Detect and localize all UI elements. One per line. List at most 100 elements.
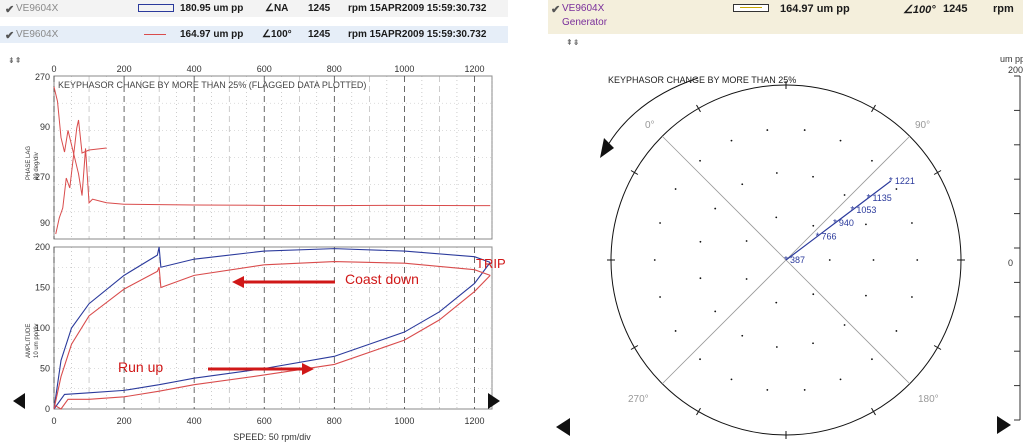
polar-tick: [696, 104, 701, 113]
polar-ring-dot: [911, 222, 913, 224]
phase-tick-label: 90: [40, 218, 50, 228]
amp-tick-label: 100: [35, 323, 50, 333]
polar-ring-dot: [745, 240, 748, 242]
phase-annotation: KEYPHASOR CHANGE BY MORE THAN 25% (FLAGG…: [58, 80, 366, 90]
left-header-row-2[interactable]: ✔ VE9604X 164.97 um pp ∠100° 1245 rpm 15…: [0, 26, 508, 43]
polar-ring-dot: [812, 175, 814, 178]
run-up-label: Run up: [118, 359, 163, 375]
scroll-right-arrow[interactable]: [488, 393, 500, 409]
trip-label: TRIP: [476, 256, 506, 271]
polar-ring-dot: [699, 159, 701, 162]
polar-tick: [871, 104, 876, 113]
x-tick-label-bottom: 1000: [394, 416, 414, 426]
x-tick-label-top: 800: [327, 64, 342, 74]
polar-ring-dot: [865, 223, 867, 226]
polar-ring-dot: [839, 139, 842, 142]
x-tick-label-bottom: 0: [51, 416, 56, 426]
legend-swatch-blue: [138, 4, 174, 12]
polar-ring-dot: [699, 277, 702, 280]
collapse-icon[interactable]: ⇟⇞: [8, 56, 22, 65]
phase-tick-label: 90: [40, 122, 50, 132]
phase-tick-label: 270: [35, 172, 50, 182]
polar-ring-dot: [699, 358, 701, 361]
polar-ring-dot: [803, 389, 806, 391]
polar-ring-dot: [916, 259, 919, 261]
polar-scroll-left-arrow[interactable]: [556, 418, 570, 436]
polar-tick: [933, 170, 942, 175]
angle-label-270: 270°: [628, 394, 649, 405]
phase-value: ∠NA: [265, 3, 289, 14]
right-header-row[interactable]: ✔ VE9604X Generator 164.97 um pp ∠100° 1…: [548, 0, 1023, 34]
polar-trace: [785, 180, 892, 261]
x-tick-label-top: 1200: [464, 64, 484, 74]
x-tick-label-bottom: 1200: [464, 416, 484, 426]
polar-ring-dot: [775, 172, 778, 174]
checkmark-icon[interactable]: ✔: [5, 30, 15, 42]
legend-line-red: [144, 34, 166, 35]
polar-ring-dot: [871, 159, 873, 162]
phase-value: ∠100°: [262, 29, 292, 40]
amplitude-value: 164.97 um pp: [780, 3, 850, 15]
legend-swatch-yellow: [733, 4, 769, 12]
timestamp: rpm 15APR2009 15:59:30.732: [348, 3, 487, 14]
amplitude-value: 164.97 um pp: [180, 29, 244, 40]
left-header-row-1[interactable]: ✔ VE9604X 180.95 um pp ∠NA 1245 rpm 15AP…: [0, 0, 508, 17]
polar-ring-dot: [775, 301, 778, 304]
polar-ring-dot: [674, 330, 677, 332]
polar-ring-dot: [674, 188, 677, 190]
amp-tick-label: 50: [40, 364, 50, 374]
amp-tick-label: 200: [35, 242, 50, 252]
bode-plot: 0020020040040060060080080010001000120012…: [26, 64, 506, 442]
rpm-value: 1245: [308, 29, 331, 40]
x-tick-label-top: 600: [257, 64, 272, 74]
polar-tick: [871, 407, 876, 416]
x-tick-label-bottom: 400: [187, 416, 202, 426]
polar-point-label: 1135: [872, 193, 891, 203]
scroll-left-arrow[interactable]: [13, 393, 25, 409]
polar-ring-dot: [872, 259, 875, 261]
polar-tick: [933, 345, 942, 350]
polar-point-label: 766: [821, 231, 836, 241]
collapse-icon[interactable]: ⇞⇟: [566, 38, 580, 47]
polar-ring-dot: [699, 240, 702, 243]
rotation-arrowhead: [600, 138, 614, 158]
amplitude-series-line-3: [53, 261, 491, 410]
polar-ring-dot: [775, 216, 778, 219]
polar-tick: [630, 170, 639, 175]
polar-ring-dot: [812, 293, 815, 296]
x-tick-label-bottom: 800: [327, 416, 342, 426]
angle-label-0: 0°: [645, 120, 655, 131]
checkmark-icon[interactable]: ✔: [551, 4, 561, 16]
polar-ring-dot: [714, 310, 717, 313]
polar-ring-dot: [741, 183, 744, 186]
polar-ring-dot: [659, 296, 661, 298]
polar-scroll-right-arrow[interactable]: [997, 416, 1011, 434]
polar-tick: [696, 407, 701, 416]
coast-down-label: Coast down: [345, 271, 419, 287]
phase-series-line: [53, 86, 491, 207]
scale-max: 200: [1008, 65, 1023, 75]
polar-ring-dot: [730, 378, 733, 381]
polar-point-label: 940: [839, 218, 854, 228]
run-up-arrowhead: [302, 363, 314, 375]
angle-label-180: 180°: [918, 394, 939, 405]
rpm-value: 1245: [943, 3, 968, 15]
amp-tick-label: 150: [35, 283, 50, 293]
x-tick-label-top: 200: [117, 64, 132, 74]
polar-ring-dot: [812, 342, 814, 345]
polar-ring-dot: [895, 330, 898, 332]
polar-ring-dot: [775, 346, 778, 348]
phase-value: ∠100°: [903, 4, 936, 16]
polar-ring-dot: [803, 129, 806, 131]
polar-ring-dot: [766, 129, 769, 131]
checkmark-icon[interactable]: ✔: [5, 4, 15, 16]
polar-ring-dot: [871, 358, 873, 361]
amplitude-series-line-1: [53, 274, 491, 410]
polar-ring-dot: [865, 294, 867, 297]
timestamp: rpm 15APR2009 15:59:30.732: [348, 29, 487, 40]
x-tick-label-top: 1000: [394, 64, 414, 74]
point-tag: VE9604X: [16, 29, 59, 40]
point-tag: VE9604X: [562, 3, 605, 14]
polar-ring-dot: [714, 207, 717, 210]
polar-ring-dot: [766, 389, 769, 391]
